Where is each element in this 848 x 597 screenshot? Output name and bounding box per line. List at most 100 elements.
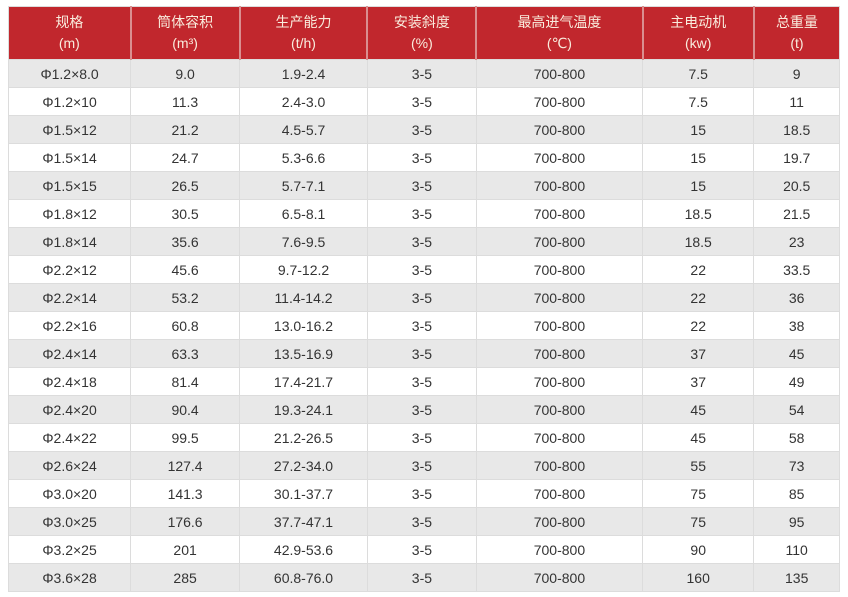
table-cell: 15 bbox=[642, 171, 755, 200]
table-cell: 45.6 bbox=[130, 255, 241, 284]
table-cell: 18.5 bbox=[642, 227, 755, 256]
table-cell: 30.5 bbox=[130, 199, 241, 228]
table-cell: 75 bbox=[642, 507, 755, 536]
table-cell: 700-800 bbox=[475, 115, 644, 144]
table-cell: 3-5 bbox=[366, 255, 477, 284]
table-cell: 3-5 bbox=[366, 311, 477, 340]
table-cell: 21.5 bbox=[753, 199, 840, 228]
table-cell: 58 bbox=[753, 423, 840, 452]
table-cell: 700-800 bbox=[475, 143, 644, 172]
table-row: Φ1.5×12 21.2 4.5-5.7 3-5 700-800 15 18.5 bbox=[7, 115, 840, 144]
table-cell: 7.5 bbox=[642, 87, 755, 116]
table-cell: 63.3 bbox=[130, 339, 241, 368]
table-cell: 4.5-5.7 bbox=[239, 115, 368, 144]
table-row: Φ1.8×12 30.5 6.5-8.1 3-5 700-800 18.5 21.5 bbox=[7, 199, 840, 228]
column-title: 主电动机 bbox=[670, 14, 727, 30]
table-row: Φ2.2×12 45.6 9.7-12.2 3-5 700-800 22 33.5 bbox=[7, 255, 840, 284]
table-cell: 49 bbox=[753, 367, 840, 396]
column-unit: (t) bbox=[790, 35, 804, 51]
table-cell: 35.6 bbox=[130, 227, 241, 256]
table-cell: 9.0 bbox=[130, 59, 241, 88]
table-cell: 700-800 bbox=[475, 367, 644, 396]
table-cell: 3-5 bbox=[366, 87, 477, 116]
table-cell: 85 bbox=[753, 479, 840, 508]
table-cell: 22 bbox=[642, 311, 755, 340]
column-unit: (m³) bbox=[172, 35, 198, 51]
column-header-6: 主电动机 (kw) bbox=[641, 6, 754, 60]
table-cell: 3-5 bbox=[366, 339, 477, 368]
column-title: 安装斜度 bbox=[393, 14, 450, 30]
table-cell: 700-800 bbox=[475, 255, 644, 284]
table-cell: 11.3 bbox=[130, 87, 241, 116]
table-cell: 2.4-3.0 bbox=[239, 87, 368, 116]
table-cell: 700-800 bbox=[475, 507, 644, 536]
table-cell: Φ2.4×18 bbox=[7, 367, 132, 396]
table-cell: 3-5 bbox=[366, 199, 477, 228]
table-cell: 15 bbox=[642, 143, 755, 172]
table-cell: Φ3.2×25 bbox=[7, 535, 132, 564]
table-cell: 700-800 bbox=[475, 451, 644, 480]
table-cell: 3-5 bbox=[366, 59, 477, 88]
table-row: Φ1.5×15 26.5 5.7-7.1 3-5 700-800 15 20.5 bbox=[7, 171, 840, 200]
table-head: 规格 (m) 筒体容积 (m³) 生产能力 (t/h) 安装斜度 (%) 最高进气温度 (℃) 主电… bbox=[8, 6, 840, 60]
column-header-1: 规格 (m) bbox=[8, 6, 131, 60]
column-unit: (kw) bbox=[684, 35, 712, 51]
table-cell: 3-5 bbox=[366, 563, 477, 592]
table-cell: 3-5 bbox=[366, 395, 477, 424]
table-row: Φ1.2×10 11.3 2.4-3.0 3-5 700-800 7.5 11 bbox=[7, 87, 840, 116]
table-cell: 5.3-6.6 bbox=[239, 143, 368, 172]
table-cell: Φ2.6×24 bbox=[7, 451, 132, 480]
table-cell: Φ2.2×12 bbox=[7, 255, 132, 284]
table-cell: 36 bbox=[753, 283, 840, 312]
table-cell: 127.4 bbox=[130, 451, 241, 480]
column-unit: (%) bbox=[411, 35, 433, 51]
table-cell: 700-800 bbox=[475, 59, 644, 88]
table-cell: 53.2 bbox=[130, 283, 241, 312]
table-cell: 9.7-12.2 bbox=[239, 255, 368, 284]
table-cell: 37 bbox=[642, 339, 755, 368]
table-cell: 42.9-53.6 bbox=[239, 535, 368, 564]
column-unit: (t/h) bbox=[291, 35, 316, 51]
table-cell: 700-800 bbox=[475, 339, 644, 368]
column-title: 总重量 bbox=[775, 14, 818, 30]
column-unit: (℃) bbox=[546, 35, 572, 51]
table-cell: 90.4 bbox=[130, 395, 241, 424]
table-row: Φ1.2×8.0 9.0 1.9-2.4 3-5 700-800 7.5 9 bbox=[7, 59, 840, 88]
table-cell: 700-800 bbox=[475, 479, 644, 508]
table-cell: 30.1-37.7 bbox=[239, 479, 368, 508]
table-row: Φ3.6×28 285 60.8-76.0 3-5 700-800 160 135 bbox=[7, 563, 840, 592]
table-cell: 7.6-9.5 bbox=[239, 227, 368, 256]
table-cell: Φ1.2×10 bbox=[7, 87, 132, 116]
column-header-4: 安装斜度 (%) bbox=[366, 6, 477, 60]
table-cell: 285 bbox=[130, 563, 241, 592]
table-cell: 17.4-21.7 bbox=[239, 367, 368, 396]
table-row: Φ2.4×20 90.4 19.3-24.1 3-5 700-800 45 54 bbox=[7, 395, 840, 424]
table-cell: 22 bbox=[642, 283, 755, 312]
table-cell: 3-5 bbox=[366, 115, 477, 144]
table-cell: 33.5 bbox=[753, 255, 840, 284]
product-specs-table: 规格 (m) 筒体容积 (m³) 生产能力 (t/h) 安装斜度 (%) 最高进气温度 (℃) 主电… bbox=[7, 6, 840, 592]
table-cell: Φ2.4×14 bbox=[7, 339, 132, 368]
table-cell: 5.7-7.1 bbox=[239, 171, 368, 200]
table-cell: 135 bbox=[753, 563, 840, 592]
table-cell: 60.8 bbox=[130, 311, 241, 340]
table-cell: 700-800 bbox=[475, 395, 644, 424]
table-cell: Φ1.2×8.0 bbox=[7, 59, 132, 88]
table-row: Φ2.4×22 99.5 21.2-26.5 3-5 700-800 45 58 bbox=[7, 423, 840, 452]
table-cell: 700-800 bbox=[475, 423, 644, 452]
table-cell: 18.5 bbox=[753, 115, 840, 144]
table-cell: 81.4 bbox=[130, 367, 241, 396]
table-cell: 54 bbox=[753, 395, 840, 424]
table-cell: 45 bbox=[642, 395, 755, 424]
table-row: Φ2.2×14 53.2 11.4-14.2 3-5 700-800 22 36 bbox=[7, 283, 840, 312]
table-cell: 110 bbox=[753, 535, 840, 564]
table-cell: Φ2.2×14 bbox=[7, 283, 132, 312]
table-cell: 13.5-16.9 bbox=[239, 339, 368, 368]
table-cell: 3-5 bbox=[366, 479, 477, 508]
table-cell: 23 bbox=[753, 227, 840, 256]
table-cell: 13.0-16.2 bbox=[239, 311, 368, 340]
table-cell: 22 bbox=[642, 255, 755, 284]
column-header-2: 筒体容积 (m³) bbox=[129, 6, 240, 60]
table-cell: Φ2.2×16 bbox=[7, 311, 132, 340]
table-cell: 9 bbox=[753, 59, 840, 88]
